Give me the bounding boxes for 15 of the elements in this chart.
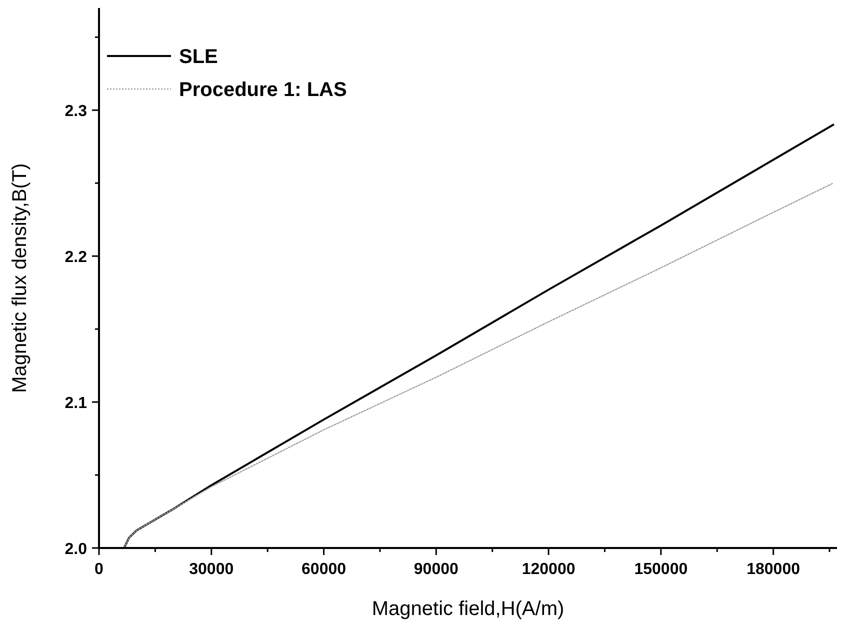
x-tick-label: 150000: [634, 561, 688, 578]
y-tick-label: 2.0: [64, 541, 88, 558]
x-tick-label: 90000: [414, 561, 458, 578]
legend-label: SLE: [179, 46, 218, 68]
x-axis-title: Magnetic field,H(A/m): [372, 598, 564, 620]
x-tick-label: 120000: [522, 561, 576, 578]
x-tick-label: 30000: [189, 561, 234, 578]
y-axis-title: Magnetic flux density,B(T): [9, 163, 31, 393]
y-tick-label: 2.2: [64, 249, 88, 266]
y-tick-label: 2.3: [64, 103, 88, 120]
y-tick-label: 2.1: [64, 395, 88, 412]
x-tick-label: 60000: [302, 561, 346, 578]
x-tick-label: 0: [94, 561, 104, 578]
x-tick-label: 180000: [746, 561, 800, 578]
legend-label: Procedure 1: LAS: [179, 79, 347, 101]
